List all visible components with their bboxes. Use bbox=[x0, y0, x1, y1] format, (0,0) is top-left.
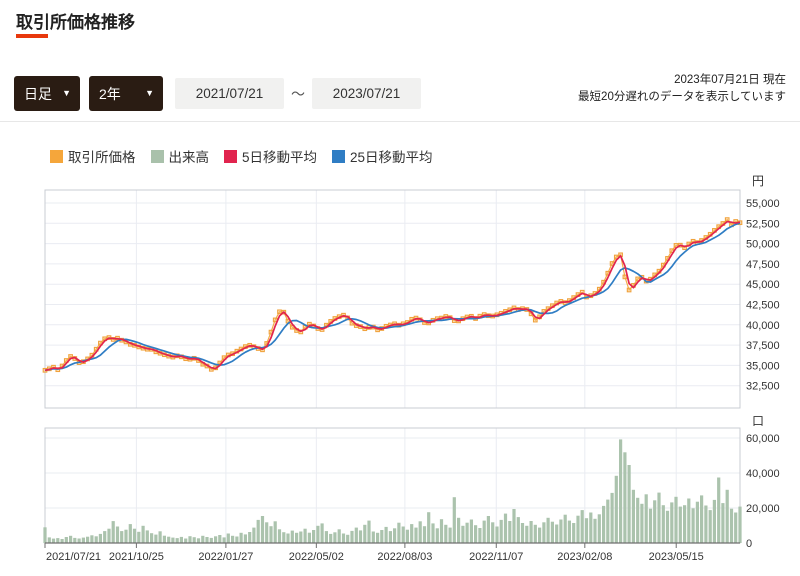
date-range-separator: ～ bbox=[291, 85, 305, 102]
page-title: 取引所価格推移 bbox=[16, 13, 135, 32]
ma25-swatch-icon bbox=[332, 149, 346, 163]
price-y-tick-label: 42,500 bbox=[746, 300, 780, 312]
x-axis-tick-label: 2022/11/07 bbox=[469, 551, 523, 563]
legend-item-volume: 出来高 bbox=[150, 146, 210, 166]
date-to-input[interactable]: 2023/07/21 bbox=[312, 78, 421, 109]
ma5-line bbox=[44, 220, 741, 372]
volume-y-tick-label: 60,000 bbox=[746, 433, 780, 445]
range-select[interactable]: 2年 ▼ bbox=[89, 76, 163, 111]
delay-note: 最短20分遅れのデータを表示しています bbox=[578, 91, 786, 103]
x-axis-tick-label: 2022/01/27 bbox=[198, 551, 253, 563]
price-plot-border bbox=[44, 189, 741, 409]
legend-label: 取引所価格 bbox=[68, 150, 136, 165]
legend-item-price: 取引所価格 bbox=[50, 146, 136, 166]
x-axis-tick-label: 2023/05/15 bbox=[649, 551, 704, 563]
volume-bars bbox=[43, 439, 742, 544]
x-axis-tick-label: 2023/02/08 bbox=[557, 551, 612, 563]
volume-plot-border bbox=[44, 427, 741, 544]
date-from-value: 2021/07/21 bbox=[195, 86, 264, 101]
ma5-swatch-icon bbox=[224, 149, 237, 163]
interval-select-value: 日足 bbox=[24, 85, 52, 102]
volume-y-tick-label: 0 bbox=[746, 538, 752, 550]
date-to-value: 2023/07/21 bbox=[332, 86, 401, 101]
price-y-tick-label: 40,000 bbox=[746, 320, 780, 332]
interval-select[interactable]: 日足 ▼ bbox=[14, 76, 80, 111]
legend-label: 5日移動平均 bbox=[242, 150, 318, 165]
range-select-value: 2年 bbox=[99, 85, 121, 102]
price-grid bbox=[45, 190, 740, 408]
date-from-input[interactable]: 2021/07/21 bbox=[175, 78, 284, 109]
price-y-tick-label: 32,500 bbox=[746, 381, 780, 393]
controls-row: 日足 ▼ 2年 ▼ 2021/07/21 ～ 2023/07/21 bbox=[14, 76, 421, 111]
chevron-down-icon: ▼ bbox=[145, 88, 154, 98]
data-timestamp-block: 2023年07月21日 現在 最短20分遅れのデータを表示しています bbox=[578, 72, 786, 106]
price-y-tick-label: 50,000 bbox=[746, 239, 780, 251]
x-axis-tick-label: 2022/05/02 bbox=[289, 551, 344, 563]
price-axis-unit-label: 円 bbox=[752, 174, 765, 188]
volume-axis-unit-label: 口 bbox=[752, 414, 765, 428]
legend-item-ma25: 25日移動平均 bbox=[332, 146, 433, 166]
price-y-tick-label: 45,000 bbox=[746, 279, 780, 291]
chevron-down-icon: ▼ bbox=[62, 88, 71, 98]
price-y-tick-label: 47,500 bbox=[746, 259, 780, 271]
price-y-tick-label: 35,000 bbox=[746, 360, 780, 372]
price-y-tick-label: 52,500 bbox=[746, 218, 780, 230]
price-y-tick-label: 55,000 bbox=[746, 198, 780, 210]
price-y-tick-label: 37,500 bbox=[746, 340, 780, 352]
ma25-line bbox=[44, 222, 741, 372]
legend-item-ma5: 5日移動平均 bbox=[224, 146, 317, 166]
price-swatch-icon bbox=[50, 149, 63, 163]
title-underline bbox=[16, 34, 48, 38]
x-axis-tick-label: 2021/07/21 bbox=[46, 551, 101, 563]
volume-grid bbox=[45, 428, 740, 543]
chart-legend: 取引所価格 出来高 5日移動平均 25日移動平均 bbox=[50, 146, 448, 166]
as-of-date: 2023年07月21日 現在 bbox=[674, 74, 786, 86]
volume-swatch-icon bbox=[150, 149, 164, 163]
x-axis: 2021/07/21 2021/10/25 2022/01/27 2022/05/02… bbox=[44, 543, 704, 563]
divider bbox=[0, 121, 800, 122]
volume-y-tick-label: 20,000 bbox=[746, 503, 780, 515]
x-axis-tick-label: 2021/10/25 bbox=[109, 551, 164, 563]
price-chart: 55,000 52,500 50,000 47,500 45,000 42,500 40,0… bbox=[42, 189, 780, 409]
x-axis-tick-label: 2022/08/03 bbox=[377, 551, 432, 563]
volume-y-tick-label: 40,000 bbox=[746, 468, 780, 480]
legend-label: 25日移動平均 bbox=[350, 150, 433, 165]
legend-label: 出来高 bbox=[168, 150, 210, 165]
